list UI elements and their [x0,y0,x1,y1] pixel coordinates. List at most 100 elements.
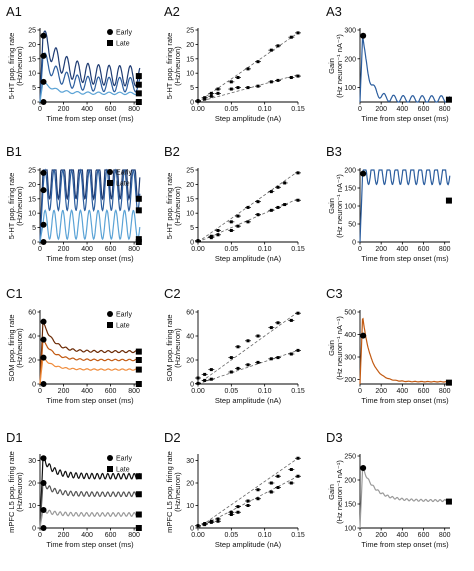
x-tick-label: 800 [439,246,451,253]
data-point [216,233,220,237]
x-tick-label: 400 [81,532,93,539]
data-point [246,339,250,343]
x-tick-label: 200 [375,532,387,539]
panel-label: B3 [326,144,342,159]
y-tick-label: 100 [344,204,356,211]
x-tick-label: 0 [38,106,42,113]
y-axis-label-units: (Hz/neuron) [15,46,24,86]
series-line [359,466,450,529]
data-point [269,80,273,84]
series-line [39,356,140,385]
y-tick-label: 20 [186,42,194,49]
legend-early-marker [107,455,113,461]
panel-label: D3 [326,430,343,445]
x-tick-label: 0 [38,388,42,395]
data-point [236,76,240,80]
x-tick-label: 600 [105,106,117,113]
x-tick-label: 600 [418,532,430,539]
y-tick-label: 15 [28,56,36,63]
early-marker [40,480,47,486]
data-point [229,220,233,224]
late-marker [135,207,142,214]
early-marker [360,465,367,471]
data-point [229,228,233,232]
data-point [196,239,200,243]
panel-d2: D2 0.00 0.05 0.10 0.15 0 10 20 30 Step amplitude … [164,430,305,549]
early-marker [40,32,47,39]
x-tick-label: 0.05 [225,106,239,113]
data-point [276,356,280,360]
y-tick-label: 20 [186,481,194,488]
late-marker [135,525,142,531]
panel-label: C1 [6,286,23,301]
series-line [39,508,140,529]
y-tick-label: 200 [344,56,356,63]
series-line [39,320,140,385]
early-marker [40,221,47,228]
x-tick-label: 400 [397,388,409,395]
early-marker [360,332,367,339]
x-tick-label: 0 [358,246,362,253]
legend-late-marker [107,40,113,46]
y-axis-label-units: (Hz neuron⁻¹ nA⁻¹) [335,316,344,380]
data-point [289,352,293,356]
y-tick-label: 300 [344,28,356,35]
series-line [39,168,141,243]
data-point [216,519,220,523]
x-axis-label: Time from step onset (ms) [361,114,449,123]
legend-late-marker [107,322,113,328]
data-point [236,510,240,514]
y-axis-label-units: (Hz/neuron) [15,472,24,512]
x-tick-label: 0 [38,246,42,253]
x-tick-label: 200 [58,388,70,395]
y-tick-label: 5 [32,85,36,92]
x-tick-label: 0.15 [291,106,305,113]
y-tick-label: 10 [186,503,194,510]
x-tick-label: 0 [358,106,362,113]
data-point [256,360,260,364]
data-point [256,213,260,217]
panel-c2: C2 0.00 0.05 0.10 0.15 0 20 40 60 Step amplitude … [164,286,305,405]
data-point [296,31,300,35]
x-axis-label: Time from step onset (ms) [361,540,449,549]
y-tick-label: 15 [186,56,194,63]
data-point [276,185,280,189]
late-marker [135,99,142,105]
x-tick-label: 0.05 [225,532,239,539]
y-tick-label: 150 [344,186,356,193]
early-marker [40,525,47,531]
legend-early-marker [107,311,113,317]
legend-early-label: Early [116,312,132,319]
data-point [229,80,233,84]
y-axis-label-units: (Hz/neuron) [15,186,24,226]
x-tick-label: 0.00 [191,106,205,113]
series-line [39,52,141,103]
x-axis-label: Step amplitude (nA) [215,396,282,405]
data-point [269,481,273,485]
data-point [246,499,250,503]
y-axis-label: Gain [327,340,336,356]
data-point [296,311,300,315]
late-marker [135,511,142,518]
x-tick-label: 0.15 [291,388,305,395]
data-point [209,368,213,372]
late-marker [135,381,142,387]
data-point [196,99,200,103]
y-axis-label-units: (Hz neuron⁻¹ nA⁻¹) [335,34,344,98]
y-tick-label: 25 [186,168,194,175]
y-axis-label-units: (Hz/neuron) [15,328,24,368]
y-tick-label: 200 [344,377,356,384]
late-marker [135,366,142,373]
data-point [229,87,233,91]
x-tick-label: 800 [128,246,140,253]
data-point [203,372,207,376]
y-tick-label: 100 [344,85,356,92]
panel-c1: C1 0 200 400 600 800 0 20 40 60 Time from step ons… [6,286,142,405]
x-tick-label: 800 [439,532,451,539]
late-marker [135,357,142,363]
late-marker [135,81,142,88]
late-marker [135,491,142,498]
x-tick-label: 0.00 [191,388,205,395]
data-point [246,205,250,209]
